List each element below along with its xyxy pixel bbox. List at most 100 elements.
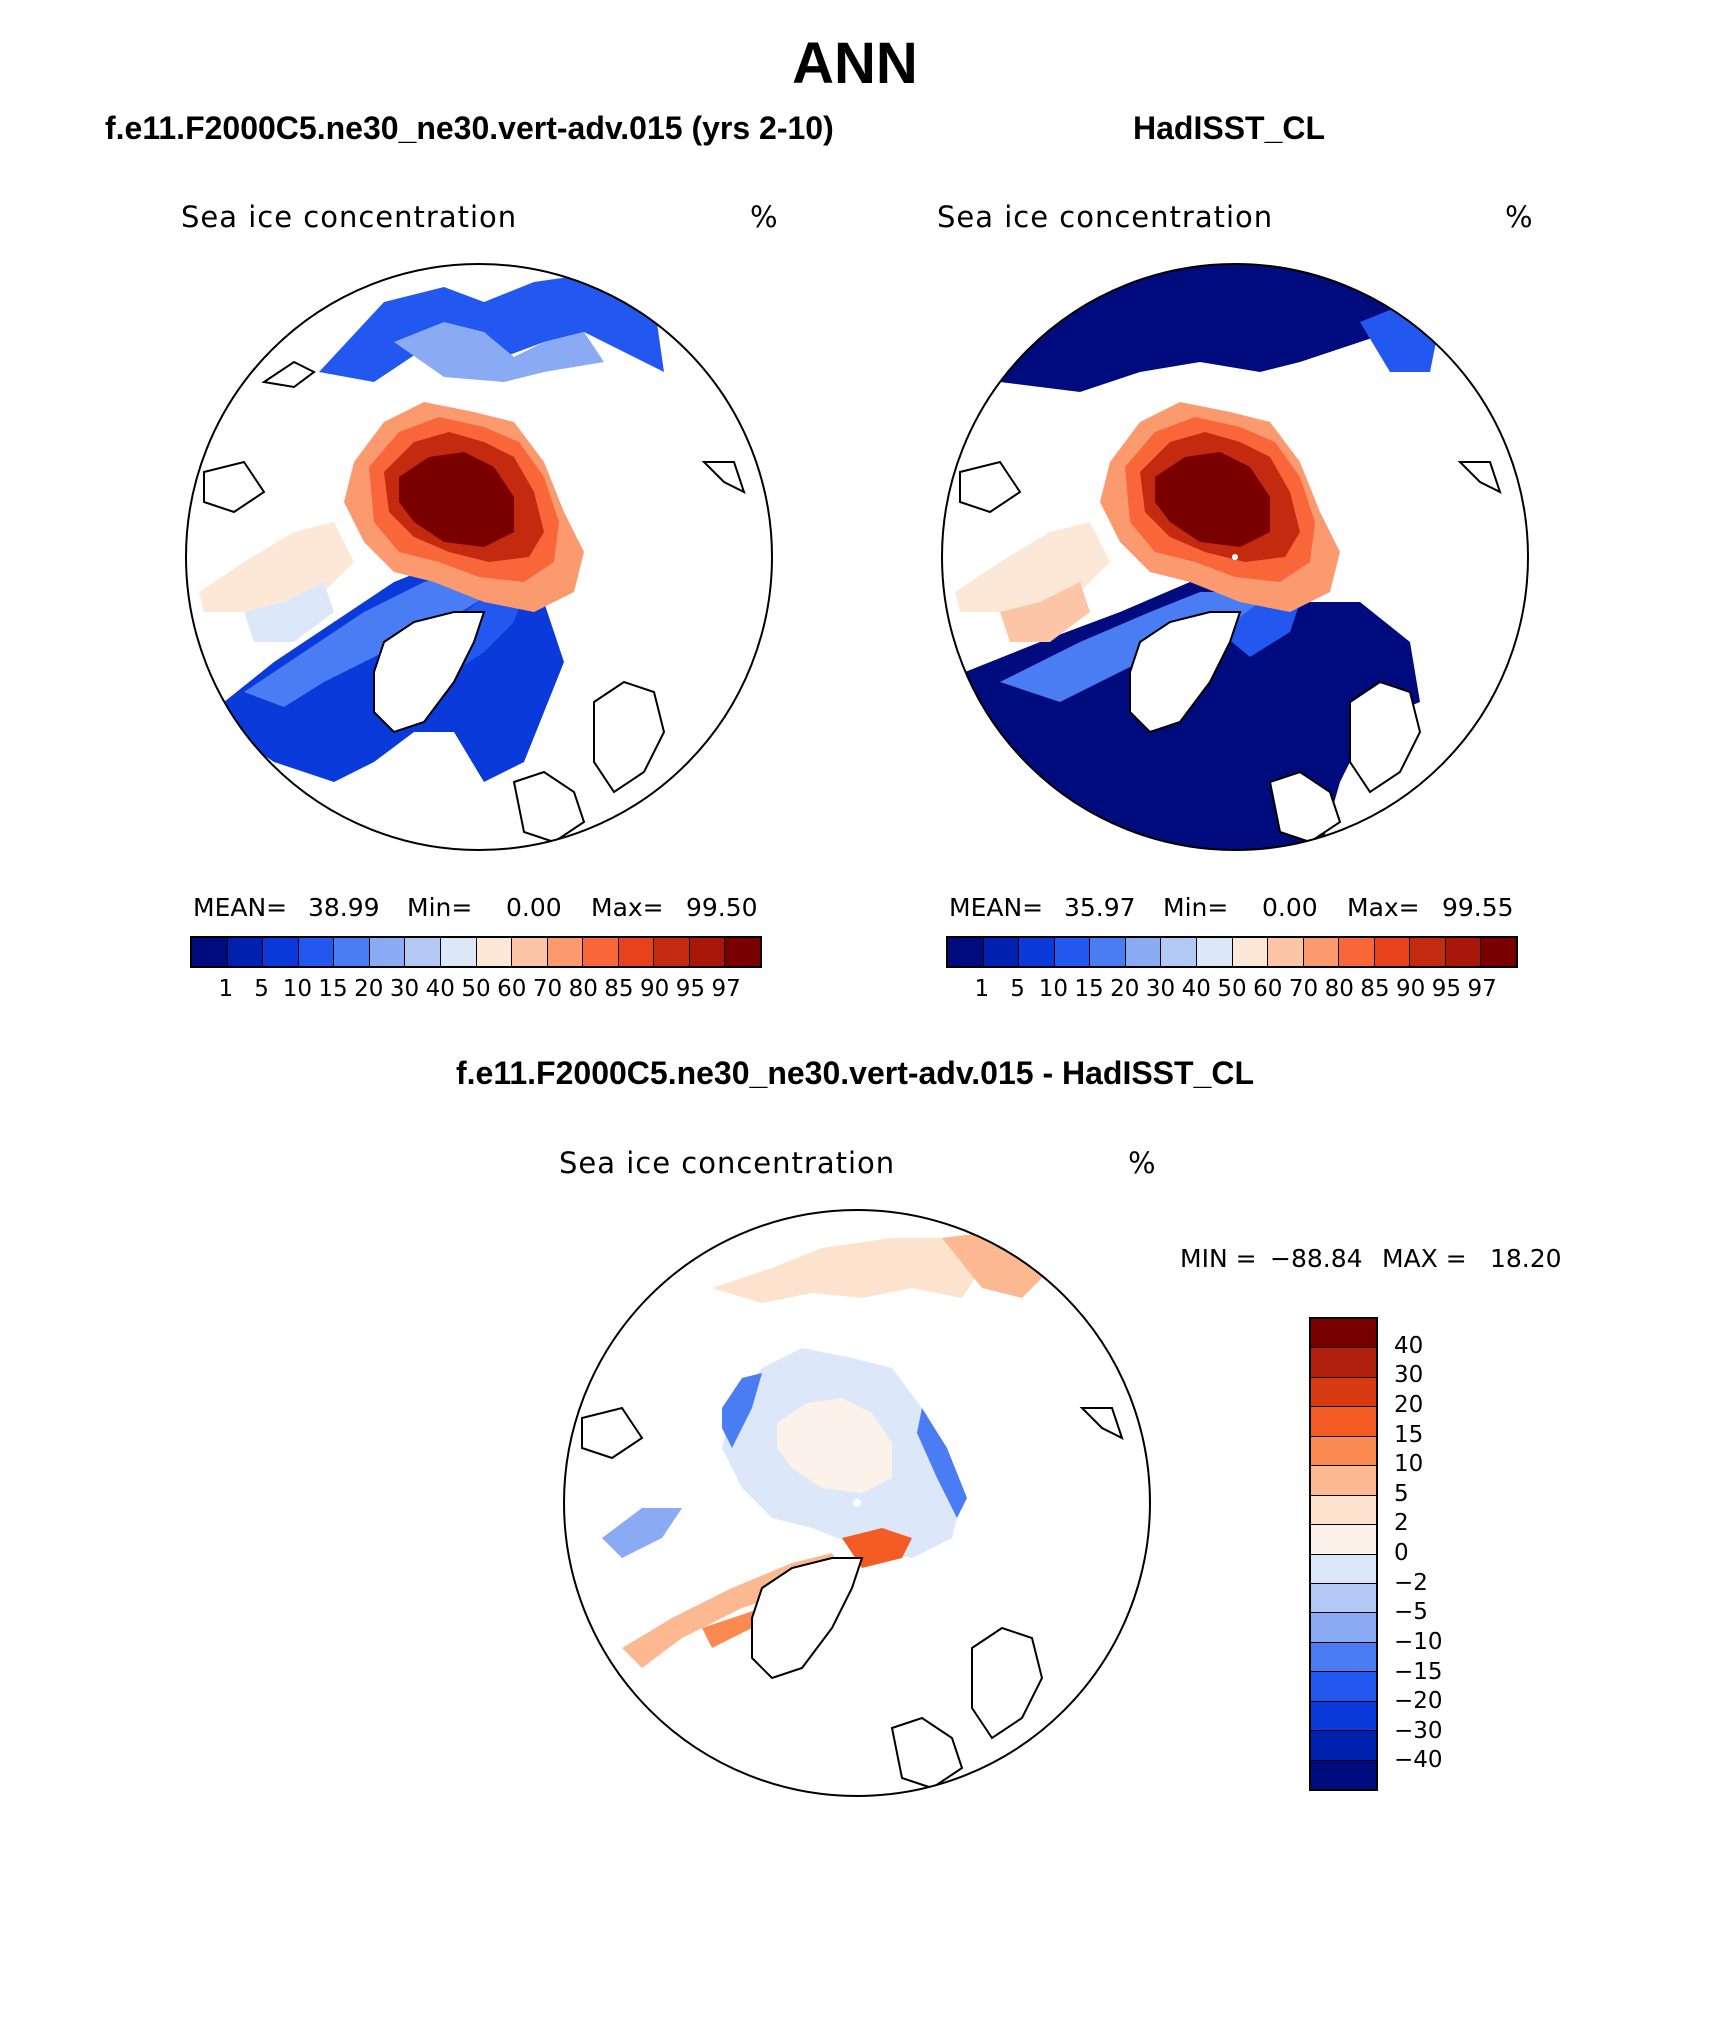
colorbar-swatch — [1054, 938, 1091, 966]
ice-field-model — [186, 264, 772, 850]
colorbar-tick-label: 60 — [1253, 976, 1283, 1002]
colorbar-swatch — [227, 938, 264, 966]
colorbar-swatch — [1311, 1642, 1376, 1673]
colorbar-swatch — [583, 938, 619, 966]
colorbar-swatch — [192, 938, 228, 966]
colorbar-tick-label: 97 — [1467, 976, 1497, 1002]
colorbar-diff — [1309, 1317, 1378, 1791]
colorbar-swatch — [1445, 938, 1482, 966]
colorbar-tick-label: 20 — [1394, 1391, 1424, 1418]
panel-obs-min-value: 0.00 — [1262, 893, 1318, 922]
panel-diff-field-label: Sea ice concentration — [559, 1146, 896, 1180]
colorbar-tick-label: 20 — [354, 976, 384, 1002]
colorbar-swatch — [983, 938, 1020, 966]
panel-diff-min-value: −88.84 — [1270, 1244, 1363, 1273]
colorbar-swatch — [725, 938, 760, 966]
panel-obs-mean-value: 35.97 — [1064, 893, 1136, 922]
colorbar-tick-label: 85 — [1360, 976, 1390, 1002]
colorbar-swatch — [1196, 938, 1233, 966]
colorbar-swatch — [1311, 1731, 1376, 1761]
panel-diff-max-label: MAX = — [1382, 1244, 1467, 1273]
colorbar-obs-ticks: 1 5 10 15 20 30 40 50 60 70 80 85 90 95 97 — [964, 976, 1500, 1002]
colorbar-tick-label: 5 — [254, 976, 269, 1002]
colorbar-swatch — [334, 938, 370, 966]
colorbar-tick-label: 50 — [1217, 976, 1247, 1002]
colorbar-swatch — [440, 938, 477, 966]
colorbar-swatch — [654, 938, 690, 966]
colorbar-tick-label: 1 — [974, 976, 990, 1002]
colorbar-model-ticks: 1 5 10 15 20 30 40 50 60 70 80 85 90 95 97 — [208, 976, 744, 1002]
colorbar-swatch — [1311, 1348, 1376, 1378]
colorbar-tick-label: −15 — [1394, 1658, 1443, 1685]
colorbar-tick-label: 85 — [604, 976, 634, 1002]
colorbar-swatch — [1311, 1554, 1376, 1584]
colorbar-swatch — [1374, 938, 1411, 966]
colorbar-tick-label: 5 — [1394, 1480, 1409, 1507]
colorbar-tick-label: 70 — [532, 976, 563, 1002]
colorbar-swatch — [1311, 1701, 1376, 1732]
colorbar-tick-label: 10 — [282, 976, 312, 1002]
panel-obs-max-label: Max= — [1347, 893, 1420, 922]
colorbar-model — [190, 936, 762, 968]
colorbar-swatch — [1311, 1672, 1376, 1702]
panel-model-field-label: Sea ice concentration — [181, 200, 518, 234]
colorbar-swatch — [298, 938, 335, 966]
colorbar-swatch — [547, 938, 584, 966]
colorbar-tick-label: 5 — [1010, 976, 1025, 1002]
colorbar-tick-label: 15 — [318, 976, 348, 1002]
colorbar-swatch — [1311, 1407, 1376, 1437]
map-panel-diff — [563, 1209, 1151, 1797]
colorbar-tick-label: 95 — [1431, 976, 1462, 1002]
panel-obs-mean-label: MEAN= — [949, 893, 1044, 922]
colorbar-swatch — [476, 938, 513, 966]
colorbar-swatch — [405, 938, 441, 966]
colorbar-tick-label: 90 — [1396, 976, 1426, 1002]
colorbar-swatch — [1161, 938, 1197, 966]
colorbar-tick-label: 90 — [640, 976, 670, 1002]
colorbar-swatch — [1311, 1613, 1376, 1643]
colorbar-tick-label: 95 — [675, 976, 706, 1002]
panel-diff-units: % — [1128, 1146, 1157, 1180]
panel-obs-units: % — [1505, 200, 1534, 234]
colorbar-swatch — [263, 938, 299, 966]
panel-diff-min-label: MIN = — [1180, 1244, 1257, 1273]
colorbar-tick-label: 20 — [1110, 976, 1140, 1002]
panel-model-units: % — [750, 200, 779, 234]
colorbar-tick-label: 80 — [568, 976, 598, 1002]
colorbar-tick-label: 80 — [1324, 976, 1354, 1002]
colorbar-swatch — [1311, 1495, 1376, 1526]
colorbar-tick-label: 1 — [218, 976, 234, 1002]
panel-diff-max-value: 18.20 — [1490, 1244, 1562, 1273]
colorbar-swatch — [689, 938, 726, 966]
colorbar-swatch — [1090, 938, 1126, 966]
panel-obs-min-label: Min= — [1163, 893, 1229, 922]
colorbar-swatch — [1311, 1319, 1376, 1349]
colorbar-swatch — [1311, 1760, 1376, 1789]
colorbar-swatch — [1481, 938, 1516, 966]
panel-obs-max-value: 99.55 — [1442, 893, 1514, 922]
colorbar-swatch — [369, 938, 406, 966]
colorbar-swatch — [1268, 938, 1304, 966]
map-panel-model — [185, 263, 773, 851]
colorbar-swatch — [1232, 938, 1269, 966]
colorbar-tick-label: 2 — [1394, 1510, 1409, 1537]
colorbar-tick-label: −10 — [1394, 1628, 1443, 1655]
panel-model-subtitle: f.e11.F2000C5.ne30_ne30.vert-adv.015 (yr… — [105, 110, 834, 146]
colorbar-swatch — [512, 938, 548, 966]
colorbar-swatch — [1019, 938, 1055, 966]
colorbar-tick-label: 40 — [425, 976, 455, 1002]
colorbar-swatch — [1311, 1377, 1376, 1408]
colorbar-swatch — [948, 938, 984, 966]
map-panel-obs — [941, 263, 1529, 851]
colorbar-tick-label: −2 — [1394, 1569, 1428, 1596]
colorbar-tick-label: 10 — [1394, 1451, 1424, 1478]
colorbar-tick-label: 50 — [461, 976, 491, 1002]
colorbar-tick-label: −20 — [1394, 1688, 1443, 1715]
colorbar-tick-label: 15 — [1074, 976, 1104, 1002]
colorbar-tick-label: 97 — [711, 976, 741, 1002]
panel-model-max-value: 99.50 — [686, 893, 758, 922]
colorbar-tick-label: −30 — [1394, 1717, 1443, 1744]
colorbar-tick-label: 40 — [1181, 976, 1211, 1002]
panel-obs-subtitle: HadISST_CL — [1133, 110, 1326, 146]
colorbar-tick-label: 30 — [1145, 976, 1176, 1002]
